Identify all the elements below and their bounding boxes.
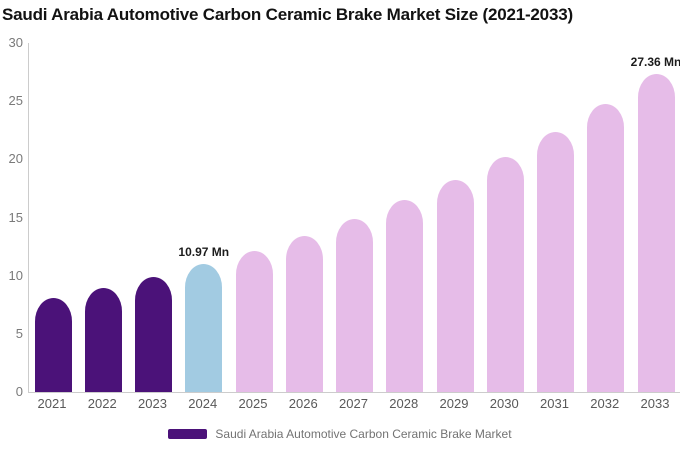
bar-2025[interactable] xyxy=(235,250,273,392)
y-tick-label: 10 xyxy=(8,267,23,283)
bar-2031[interactable] xyxy=(537,132,574,392)
bar-2029[interactable] xyxy=(436,179,474,392)
y-tick-label: 30 xyxy=(8,35,23,50)
bar-2033[interactable] xyxy=(637,73,675,392)
y-tick-label: 25 xyxy=(8,93,23,109)
legend-label: Saudi Arabia Automotive Carbon Ceramic B… xyxy=(215,427,512,441)
bar-2032[interactable] xyxy=(587,104,625,392)
chart-title: Saudi Arabia Automotive Carbon Ceramic B… xyxy=(2,5,573,24)
y-tick-label: 15 xyxy=(8,209,23,225)
legend-item[interactable]: Saudi Arabia Automotive Carbon Ceramic B… xyxy=(0,425,680,443)
bar-2030[interactable] xyxy=(486,157,524,392)
y-tick-label: 0 xyxy=(15,384,23,399)
y-tick-label: 20 xyxy=(8,151,23,167)
x-tick-label: 2027 xyxy=(339,396,368,411)
bar-2027[interactable] xyxy=(336,218,373,392)
bar-2021[interactable] xyxy=(34,297,72,392)
x-tick-label: 2029 xyxy=(439,396,469,411)
x-tick-label: 2021 xyxy=(37,396,67,411)
x-tick-label: 2026 xyxy=(288,396,318,411)
bar-2028[interactable] xyxy=(386,200,424,392)
legend-swatch xyxy=(168,429,208,439)
x-tick-label: 2025 xyxy=(238,396,268,411)
x-tick-label: 2022 xyxy=(87,396,117,411)
x-tick-label: 2023 xyxy=(138,396,167,411)
bar-2023[interactable] xyxy=(135,276,172,392)
x-tick-label: 2028 xyxy=(389,396,419,411)
x-tick-label: 2031 xyxy=(540,396,569,411)
bar-2026[interactable] xyxy=(285,235,323,392)
bar-2024[interactable] xyxy=(185,264,223,392)
x-tick-label: 2033 xyxy=(640,396,670,411)
plot-area: 10.97 Mn 27.36 Mn xyxy=(28,43,680,393)
x-tick-label: 2030 xyxy=(489,396,519,411)
x-tick-label: 2032 xyxy=(590,396,620,411)
bar-value-label: 10.97 Mn xyxy=(178,245,230,260)
x-tick-label: 2024 xyxy=(188,396,218,411)
bar-value-label: 27.36 Mn xyxy=(630,54,680,69)
bar-2022[interactable] xyxy=(84,287,122,392)
y-tick-label: 5 xyxy=(15,325,23,341)
